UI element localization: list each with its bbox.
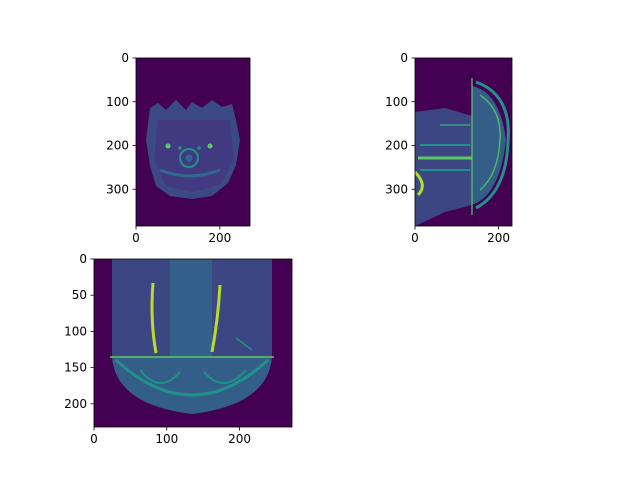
coronal-y-tick-label: 50 [72,288,87,302]
sagittal-x-ticks: 0 200 [411,226,510,245]
sagittal-image [415,58,512,226]
axial-x-tick-label: 0 [132,231,140,245]
sagittal-y-ticks: 0 100 200 300 [385,51,415,196]
coronal-x-tick-label: 0 [90,432,98,446]
coronal-y-ticks: 0 50 100 150 200 [64,252,94,411]
sagittal-frame [414,57,513,227]
sagittal-x-tick-label: 200 [487,231,510,245]
sagittal-y-tick-label: 200 [385,139,408,153]
axial-image [136,58,250,226]
axial-y-tick-label: 0 [121,51,129,65]
coronal-image [94,259,292,427]
axial-y-ticks: 0 100 200 300 [106,51,136,196]
axial-panel: 0 200 0 100 200 300 [106,51,251,245]
sagittal-y-tick-label: 300 [385,182,408,196]
coronal-y-tick-label: 200 [64,397,87,411]
sagittal-y-tick-label: 100 [385,95,408,109]
sagittal-panel: 0 200 0 100 200 300 [385,51,513,245]
sagittal-y-tick-label: 0 [400,51,408,65]
coronal-x-tick-label: 200 [228,432,251,446]
axial-frame [135,57,251,227]
axial-x-tick-label: 200 [208,231,231,245]
axial-y-tick-label: 300 [106,182,129,196]
axial-x-ticks: 0 200 [132,226,231,245]
coronal-x-ticks: 0 100 200 [90,427,251,446]
axial-y-tick-label: 100 [106,95,129,109]
sagittal-x-tick-label: 0 [411,231,419,245]
coronal-x-tick-label: 100 [155,432,178,446]
axial-y-tick-label: 200 [106,139,129,153]
coronal-y-tick-label: 0 [79,252,87,266]
coronal-y-tick-label: 100 [64,324,87,338]
coronal-panel: 0 100 200 0 50 100 150 200 [64,252,293,446]
coronal-y-tick-label: 150 [64,361,87,375]
coronal-frame [93,258,293,428]
